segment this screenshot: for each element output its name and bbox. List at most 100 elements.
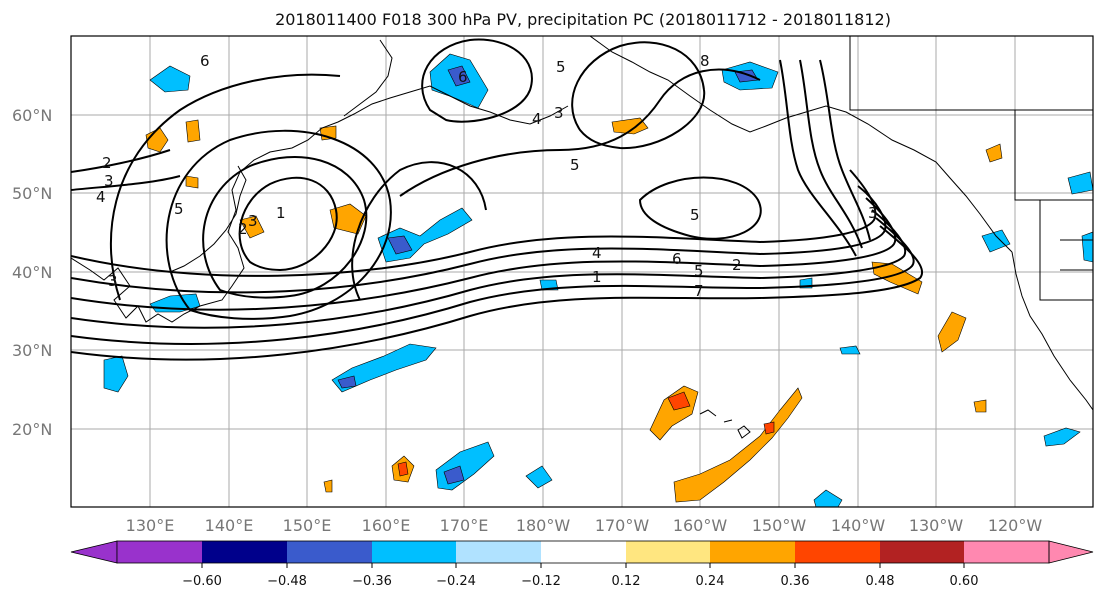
pv-contour-labels: 6 2 3 4 5 1 2 3 6 5 4 3 8 5 5 3 4 6 5 1 … xyxy=(96,52,878,300)
colorbar-tick-label: 0.60 xyxy=(950,574,979,589)
pv-contour xyxy=(71,225,923,361)
pv-contour xyxy=(202,155,368,299)
contour-label: 4 xyxy=(592,244,602,262)
lon-label: 170°E xyxy=(440,516,489,535)
colorbar-tick-label: 0.36 xyxy=(781,574,810,589)
negative-anomaly-area xyxy=(1067,171,1093,195)
kamchatka-outline xyxy=(343,39,393,117)
coastlines xyxy=(71,36,1093,439)
lon-label: 160°W xyxy=(673,516,728,535)
contour-label: 2 xyxy=(238,220,248,238)
north-america-coastline xyxy=(1011,251,1093,411)
lon-label: 170°W xyxy=(595,516,650,535)
lat-label: 20°N xyxy=(12,420,52,439)
pv-contour xyxy=(71,197,897,311)
contour-label: 5 xyxy=(174,200,184,218)
map-title: 2018011400 F018 300 hPa PV, precipitatio… xyxy=(275,10,891,29)
colorbar-segment xyxy=(964,541,1049,563)
pv-contour xyxy=(71,175,181,191)
negative-anomaly-area xyxy=(443,465,465,485)
pv-contour xyxy=(109,73,341,301)
colorbar-segment xyxy=(287,541,372,563)
colorbar-segment xyxy=(456,541,541,563)
lon-label: 180°W xyxy=(516,516,571,535)
lon-label: 130°W xyxy=(909,516,964,535)
pv-contour xyxy=(571,41,706,150)
canada-border xyxy=(849,36,1093,201)
contour-label: 5 xyxy=(570,156,580,174)
latitude-labels: 60°N 50°N 40°N 30°N 20°N xyxy=(12,106,52,439)
us-state-lines xyxy=(1039,200,1093,301)
colorbar-segment xyxy=(795,541,880,563)
contour-label: 4 xyxy=(532,110,542,128)
japan-outline xyxy=(169,165,247,273)
colorbar-segment xyxy=(541,541,626,563)
negative-anomaly-area xyxy=(839,345,861,355)
contour-label: 3 xyxy=(104,172,114,190)
contour-label: 6 xyxy=(458,68,468,86)
asia-coastline xyxy=(71,85,569,323)
positive-anomaly-area xyxy=(323,479,333,493)
positive-anomaly-area xyxy=(985,143,1003,163)
contour-label: 5 xyxy=(690,206,700,224)
positive-anomaly-area xyxy=(185,119,201,143)
colorbar-segment xyxy=(117,541,202,563)
positive-anomaly-area xyxy=(611,117,649,135)
negative-anomaly-area xyxy=(525,465,553,489)
lat-label: 30°N xyxy=(12,341,52,360)
lat-label: 60°N xyxy=(12,106,52,125)
contour-label: 1 xyxy=(592,268,602,286)
pv-contour xyxy=(238,176,338,272)
hawaii-islands xyxy=(699,409,751,439)
pv-contour xyxy=(421,38,533,123)
colorbar-outline xyxy=(116,540,1050,564)
contour-label: 3 xyxy=(248,212,258,230)
lon-gridlines xyxy=(149,36,1016,507)
colorbar-tick-label: −0.24 xyxy=(436,574,476,589)
contour-label: 5 xyxy=(694,262,704,280)
colorbar-tick-label: 0.24 xyxy=(696,574,725,589)
colorbar: −0.60 −0.48 −0.36 −0.24 −0.12 0.12 0.24 … xyxy=(70,540,1094,589)
lat-label: 50°N xyxy=(12,184,52,203)
contour-label: 5 xyxy=(556,58,566,76)
lon-label: 130°E xyxy=(126,516,175,535)
negative-anomaly-area xyxy=(981,229,1011,253)
positive-anomaly-area xyxy=(937,311,967,353)
pv-contour xyxy=(165,129,392,320)
contour-label: 4 xyxy=(96,188,106,206)
pv-contour xyxy=(71,169,877,277)
colorbar-segment xyxy=(710,541,795,563)
colorbar-tick-label: −0.48 xyxy=(267,574,307,589)
pv-contours xyxy=(71,38,923,361)
negative-anomaly-area xyxy=(1043,427,1081,447)
colorbar-segment xyxy=(202,541,287,563)
pv-contour xyxy=(799,59,863,249)
lon-label: 150°W xyxy=(752,516,807,535)
contour-label: 6 xyxy=(200,52,210,70)
colorbar-tick-label: −0.12 xyxy=(521,574,561,589)
colorbar-high-extension xyxy=(1048,540,1094,564)
negative-anomaly-area xyxy=(387,235,413,255)
lat-label: 40°N xyxy=(12,263,52,282)
contour-label: 7 xyxy=(694,282,704,300)
positive-anomaly-area xyxy=(667,391,691,411)
pv-contour xyxy=(638,176,762,240)
positive-anomaly-area xyxy=(185,175,199,189)
positive-anomaly-area xyxy=(973,399,987,413)
positive-anomaly-area xyxy=(239,215,265,239)
colorbar-tick-label: 0.12 xyxy=(612,574,641,589)
lon-label: 150°E xyxy=(283,516,332,535)
positive-anomaly-area xyxy=(397,461,409,477)
map-frame xyxy=(70,35,1094,508)
negative-anomaly-area xyxy=(813,489,843,507)
lon-label: 140°W xyxy=(831,516,886,535)
contour-label: 3 xyxy=(868,204,878,222)
positive-anomaly-area xyxy=(763,421,775,435)
pv-contour xyxy=(71,209,907,329)
negative-anomaly-area xyxy=(149,65,191,93)
colorbar-segment xyxy=(626,541,710,563)
colorbar-tick-label: 0.48 xyxy=(866,574,895,589)
negative-anomaly-area xyxy=(337,375,357,389)
colorbar-segment xyxy=(880,541,964,563)
